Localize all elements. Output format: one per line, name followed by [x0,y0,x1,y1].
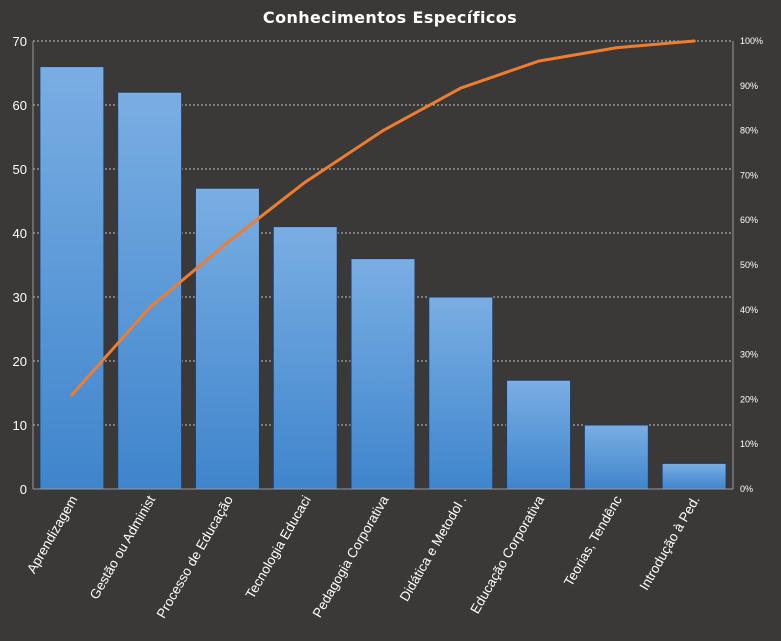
y2-tick-label: 0% [740,484,753,494]
y2-tick-label: 10% [740,439,758,449]
cumulative-point [537,59,541,63]
category-label: Didática e Metodol . [397,493,470,604]
y2-tick-label: 30% [740,350,758,360]
category-label: Processo de Educação [154,493,236,621]
cumulative-point [459,86,463,90]
y-tick-label: 30 [13,290,27,305]
bar [194,187,260,490]
category-label: Teorias, Tendênc [561,493,625,589]
y-tick-label: 70 [13,34,27,49]
right-axis-ticks: 0% 10% 20% 30% 40% 50% 60% 70% 80% 90% 100% [740,36,763,494]
left-axis-ticks: 0 10 20 30 40 50 60 70 [13,34,27,497]
bar [661,462,727,490]
bar [350,258,416,490]
y-tick-label: 40 [13,226,27,241]
cumulative-point [614,46,618,50]
cumulative-point [692,39,696,43]
y-tick-label: 50 [13,162,27,177]
y2-tick-label: 70% [740,170,758,180]
category-label: Educação Corporativa [467,493,547,617]
bar [428,296,494,490]
bar-series [39,66,727,490]
y2-tick-label: 90% [740,81,758,91]
bar [583,424,649,490]
cumulative-point [381,129,385,133]
category-label: Tecnologia Educaci [243,493,314,601]
y-tick-label: 10 [13,418,27,433]
y2-tick-label: 50% [740,260,758,270]
bar [506,379,572,490]
y-tick-label: 60 [13,98,27,113]
axes [32,41,734,490]
bar [39,66,105,490]
y-tick-label: 20 [13,354,27,369]
bar [272,226,338,490]
cumulative-line-series [70,39,696,397]
y2-tick-label: 80% [740,126,758,136]
chart-title: Conhecimentos Específicos [263,8,517,27]
category-label: Introdução à Ped. [636,493,702,593]
y2-tick-label: 100% [740,36,763,46]
category-label: Gestão ou Administ [87,493,159,602]
y-tick-label: 0 [20,482,27,497]
y2-tick-label: 40% [740,305,758,315]
category-label: Pedagogia Corporativa [310,493,392,621]
y2-tick-label: 60% [740,215,758,225]
y2-tick-label: 20% [740,394,758,404]
cumulative-point [70,393,74,397]
cumulative-point [148,306,152,310]
cumulative-point [225,241,229,245]
cumulative-point [303,180,307,184]
category-label: Aprendizagem [24,493,81,576]
